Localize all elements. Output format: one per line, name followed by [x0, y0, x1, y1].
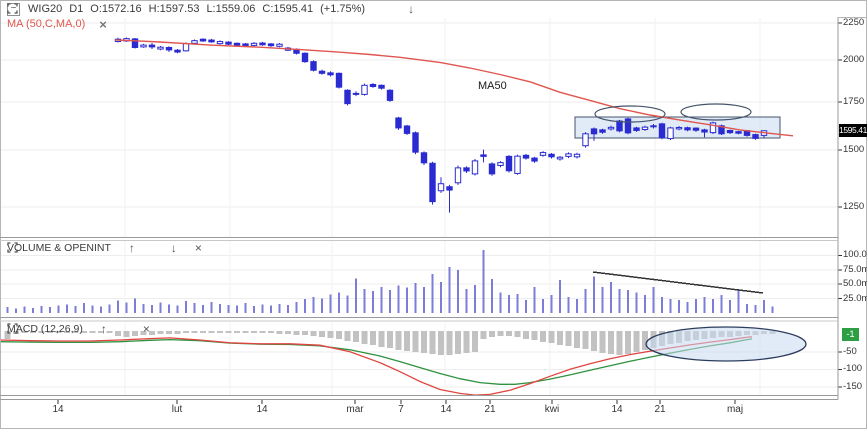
- ma-indicator-row: MA (50,C,MA,0) ×: [7, 16, 107, 32]
- time-axis-label: 14: [611, 404, 623, 415]
- volume-panel-header: VOLUME & OPENINT ↑ ↓ ×: [7, 242, 202, 255]
- time-axis-label: 14: [52, 404, 64, 415]
- time-axis-label: 21: [484, 404, 496, 415]
- time-axis-label: kwi: [544, 404, 560, 415]
- macd-pane: [0, 326, 807, 396]
- last-price-badge: 1595.41: [839, 124, 867, 137]
- move-macd-up-icon[interactable]: ↑: [100, 322, 107, 336]
- macd-value-badge: -1: [842, 328, 859, 341]
- timeframe-label: D1: [69, 3, 84, 15]
- remove-ma-icon[interactable]: ×: [99, 16, 107, 32]
- close-volume-icon[interactable]: ×: [194, 241, 202, 255]
- macd-axis-label: -50: [843, 345, 857, 357]
- price-axis-label: 1250: [843, 201, 865, 213]
- move-volume-down-icon[interactable]: ↓: [170, 241, 177, 255]
- price-axis-label: 1500: [843, 144, 865, 156]
- axis-ticks: [57, 22, 842, 404]
- volume-axis-label: 50.0m: [843, 278, 867, 290]
- collapse-chart-button[interactable]: −: [7, 3, 20, 16]
- ma-indicator-label: MA (50,C,MA,0): [7, 18, 86, 30]
- time-axis-label: 21: [654, 404, 666, 415]
- volume-axis-label: 25.0m: [843, 292, 867, 304]
- macd-axis-label: -150: [843, 380, 863, 392]
- volume-panel-title: VOLUME & OPENINT: [7, 242, 111, 254]
- symbol-label: WIG20: [28, 3, 63, 15]
- move-panel-down-icon[interactable]: ↓: [408, 2, 415, 16]
- volume-axis-label: 100.0m: [843, 249, 867, 261]
- time-axis-label: mar: [346, 404, 364, 415]
- change-percent: (+1.75%): [320, 3, 366, 15]
- time-axis-label: 14: [256, 404, 268, 415]
- volume-axis-label: 75.0m: [843, 263, 867, 275]
- open-value: O:1572.16: [90, 3, 142, 15]
- macd-panel-header: MACD (12,26,9) ↑ ×: [7, 323, 150, 336]
- time-axis-label: 7: [398, 404, 404, 415]
- time-axis-label: maj: [726, 404, 744, 415]
- macd-axis-label: -100: [843, 363, 863, 375]
- time-axis-label: lut: [171, 404, 183, 415]
- close-value: C:1595.41: [262, 3, 314, 15]
- low-value: L:1559.06: [206, 3, 256, 15]
- high-value: H:1597.53: [148, 3, 200, 15]
- price-pane: [114, 37, 794, 213]
- macd-panel-title: MACD (12,26,9): [7, 323, 83, 335]
- move-volume-up-icon[interactable]: ↑: [128, 241, 135, 255]
- close-macd-icon[interactable]: ×: [142, 322, 150, 336]
- time-axis-label: 14: [440, 404, 452, 415]
- ma50-annotation-label: MA50: [478, 80, 507, 92]
- price-axis-label: 2250: [843, 17, 865, 29]
- price-panel-header: − WIG20 D1 O:1572.16 H:1597.53 L:1559.06…: [7, 3, 414, 16]
- price-axis-label: 2000: [843, 54, 865, 66]
- price-axis-label: 1750: [843, 95, 865, 107]
- volume-pane: [6, 250, 774, 313]
